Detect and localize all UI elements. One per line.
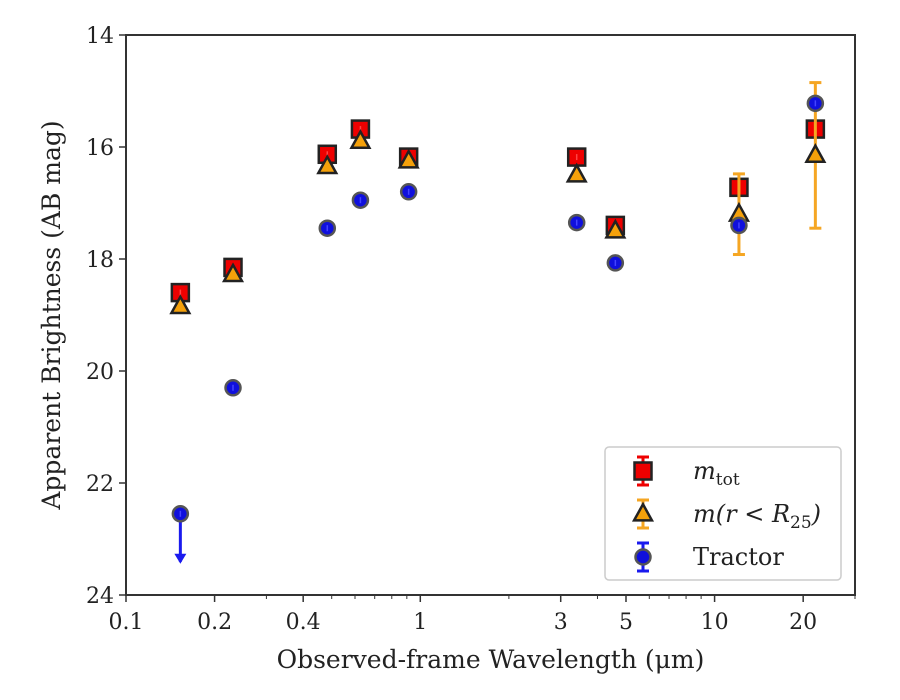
series-triangle [169, 81, 827, 315]
legend-entry: m(r < R25) [631, 498, 821, 533]
legend-label-main: Tractor [693, 543, 784, 571]
legend-label: mtot [693, 457, 740, 490]
y-tick-label: 16 [86, 136, 114, 161]
data-point [221, 262, 245, 283]
legend-marker [633, 461, 653, 481]
data-point [397, 148, 420, 169]
x-tick-label: 1 [413, 610, 427, 635]
data-marks [169, 81, 827, 564]
legend-label: Tractor [693, 543, 784, 571]
legend-label-subscript: 25 [790, 513, 812, 533]
y-tick-label: 18 [86, 248, 114, 273]
legend-box [604, 446, 842, 581]
legend-entry: Tractor [634, 541, 784, 573]
legend-label: m(r < R25) [693, 500, 821, 533]
series-circle [171, 94, 825, 564]
x-tick-label: 0.2 [197, 610, 232, 635]
legend-marker [631, 501, 655, 522]
x-tick-label: 0.4 [286, 610, 321, 635]
x-tick-label: 0.1 [109, 610, 144, 635]
upper-limit-arrowhead [174, 553, 187, 564]
y-tick-label: 20 [86, 360, 114, 385]
y-tick-label: 24 [86, 584, 114, 609]
x-tick-label: 5 [619, 610, 633, 635]
y-axis-label: Apparent Brightness (AB mag) [37, 120, 66, 510]
legend-label-close: ) [811, 500, 821, 528]
data-point [565, 162, 588, 183]
x-tick-label: 10 [701, 610, 729, 635]
axis-ticks: 0.1 0.2 0.4 1 3 5 10 20 14 16 18 20 22 24 [86, 24, 856, 635]
x-axis-label: Observed-frame Wavelength (μm) [277, 645, 705, 674]
legend: mtot m(r < R25) Tractor [604, 446, 842, 581]
y-tick-label: 22 [86, 472, 114, 497]
data-point [804, 143, 827, 164]
legend-entry: mtot [633, 455, 740, 490]
data-point [316, 154, 339, 175]
legend-marker [634, 548, 652, 566]
data-point [604, 218, 627, 239]
x-tick-label: 3 [554, 610, 568, 635]
series-square [170, 119, 826, 303]
legend-label-main: m(r < R [693, 500, 790, 528]
legend-label-main: m [693, 457, 716, 485]
y-tick-label: 14 [86, 24, 114, 49]
plot-frame [125, 34, 856, 596]
legend-label-subscript: tot [716, 470, 740, 490]
x-tick-label: 20 [789, 610, 817, 635]
data-point [169, 294, 192, 315]
data-point [349, 129, 372, 150]
